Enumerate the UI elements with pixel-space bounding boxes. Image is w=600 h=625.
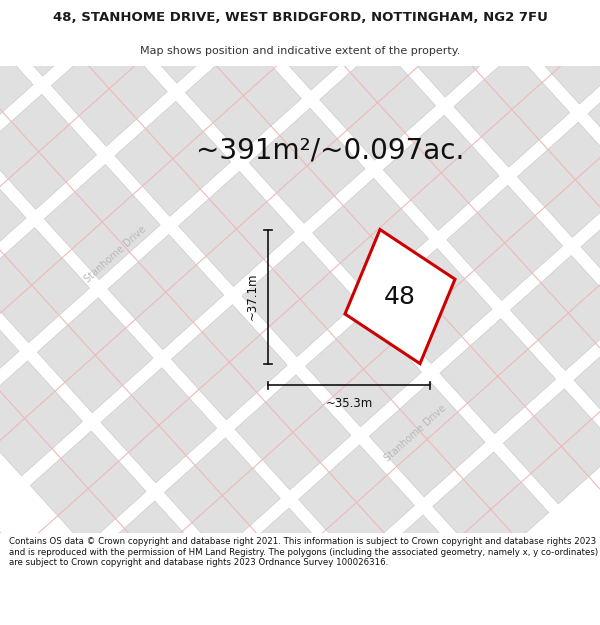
- Polygon shape: [391, 0, 506, 97]
- Text: 48: 48: [384, 284, 416, 309]
- Polygon shape: [172, 305, 287, 420]
- Polygon shape: [440, 319, 556, 434]
- Text: 48, STANHOME DRIVE, WEST BRIDGFORD, NOTTINGHAM, NG2 7FU: 48, STANHOME DRIVE, WEST BRIDGFORD, NOTT…: [53, 11, 547, 24]
- Polygon shape: [0, 361, 83, 476]
- Polygon shape: [454, 52, 569, 167]
- Polygon shape: [574, 326, 600, 441]
- Polygon shape: [0, 158, 26, 272]
- Text: Stanhome Drive: Stanhome Drive: [82, 224, 148, 284]
- Text: ~391m²/~0.097ac.: ~391m²/~0.097ac.: [196, 136, 464, 164]
- Polygon shape: [376, 249, 492, 364]
- Polygon shape: [179, 171, 295, 286]
- Polygon shape: [37, 298, 153, 412]
- Text: Stanhome Drive: Stanhome Drive: [382, 403, 448, 463]
- Polygon shape: [345, 229, 455, 364]
- Polygon shape: [0, 0, 40, 6]
- Polygon shape: [524, 0, 600, 104]
- Polygon shape: [581, 192, 600, 308]
- Polygon shape: [108, 234, 224, 349]
- Polygon shape: [369, 382, 485, 497]
- Polygon shape: [588, 59, 600, 174]
- Polygon shape: [58, 0, 174, 13]
- Polygon shape: [164, 438, 280, 553]
- Polygon shape: [447, 186, 563, 301]
- Polygon shape: [115, 101, 231, 216]
- Polygon shape: [0, 94, 97, 209]
- Polygon shape: [299, 445, 415, 560]
- Polygon shape: [185, 38, 301, 153]
- Text: ~35.3m: ~35.3m: [325, 397, 373, 410]
- Text: ~37.1m: ~37.1m: [245, 273, 259, 321]
- Polygon shape: [0, 291, 19, 406]
- Polygon shape: [292, 578, 407, 625]
- Polygon shape: [320, 45, 436, 160]
- Polygon shape: [122, 0, 238, 83]
- Polygon shape: [52, 31, 167, 146]
- Polygon shape: [595, 0, 600, 41]
- Polygon shape: [101, 368, 217, 483]
- Polygon shape: [235, 375, 351, 490]
- Polygon shape: [242, 241, 358, 357]
- Polygon shape: [327, 0, 443, 27]
- Polygon shape: [0, 0, 104, 76]
- Polygon shape: [249, 108, 365, 223]
- Polygon shape: [383, 115, 499, 230]
- Polygon shape: [94, 501, 209, 616]
- Polygon shape: [313, 178, 428, 293]
- Polygon shape: [0, 24, 33, 139]
- Polygon shape: [228, 508, 344, 623]
- Polygon shape: [305, 312, 421, 427]
- Polygon shape: [31, 431, 146, 546]
- Polygon shape: [0, 228, 89, 342]
- Polygon shape: [193, 0, 308, 20]
- Polygon shape: [256, 0, 372, 90]
- Polygon shape: [157, 571, 273, 625]
- Polygon shape: [517, 122, 600, 238]
- Polygon shape: [362, 515, 478, 625]
- Polygon shape: [44, 164, 160, 279]
- Polygon shape: [433, 452, 548, 567]
- Polygon shape: [511, 256, 600, 371]
- Polygon shape: [503, 389, 600, 504]
- Text: Contains OS data © Crown copyright and database right 2021. This information is : Contains OS data © Crown copyright and d…: [9, 537, 598, 567]
- Text: Map shows position and indicative extent of the property.: Map shows position and indicative extent…: [140, 46, 460, 56]
- Polygon shape: [461, 0, 577, 34]
